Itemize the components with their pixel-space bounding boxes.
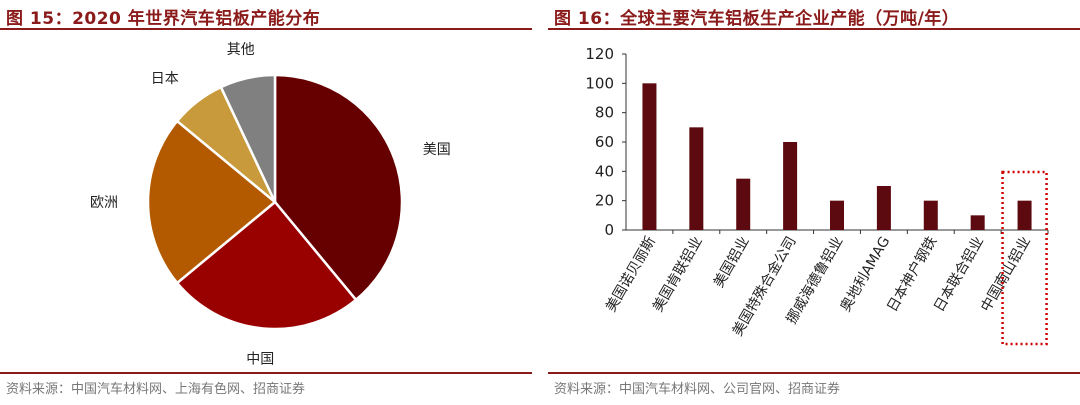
bar-chart-panel: 图 16：全球主要汽车铝板生产企业产能（万吨/年） 0 20 40 60 80 100 12… [548, 0, 1080, 405]
bottom-rule [548, 372, 1080, 374]
pie-slice-label: 欧洲 [90, 195, 118, 211]
pie-slice-label: 日本 [151, 71, 179, 87]
y-tick-label: 80 [595, 104, 614, 122]
pie-slice-label: 其他 [227, 42, 255, 58]
pie-slice-label: 中国 [246, 351, 274, 367]
bar [736, 178, 751, 230]
highlight-box [1001, 170, 1048, 346]
y-tick-label: 0 [604, 221, 614, 239]
bar [970, 215, 985, 230]
category-label: 日本神户钢铁 [884, 234, 941, 315]
category-label: 美国诺贝丽斯 [603, 234, 659, 315]
top-rule [0, 28, 532, 30]
category-label: 日本联合铝业 [931, 234, 987, 315]
y-tick-label: 20 [595, 192, 614, 210]
bar-source-note: 资料来源：中国汽车材料网、公司官网、招商证券 [554, 382, 841, 397]
category-label: 奥地利AMAG [837, 234, 894, 315]
pie-chart-panel: 图 15：2020 年世界汽车铝板产能分布 美国中国 欧洲 日本 其他 资料来源：中国… [0, 0, 532, 405]
pie-slice [273, 73, 404, 302]
pie-chart-title: 图 15：2020 年世界汽车铝板产能分布 [6, 9, 321, 29]
top-rule [548, 28, 1080, 30]
bottom-rule [0, 372, 532, 374]
pie-slice-label: 美国 [423, 142, 451, 158]
bar [689, 127, 704, 230]
category-label: 美国铝业 [711, 234, 753, 290]
bar [876, 186, 891, 230]
bar [783, 142, 798, 230]
y-tick-label: 40 [595, 162, 614, 180]
y-tick-label: 120 [585, 45, 614, 63]
pie-slice [146, 119, 277, 285]
bar [923, 200, 938, 230]
category-label: 中国南山铝业 [978, 234, 1034, 315]
bar [1017, 200, 1032, 230]
bar [830, 200, 844, 230]
pie-slice [219, 73, 277, 203]
category-label: 美国肯联铝业 [650, 234, 706, 315]
y-tick-label: 100 [585, 74, 614, 92]
y-tick-label: 60 [595, 133, 614, 151]
pie-source-note: 资料来源：中国汽车材料网、上海有色网、招商证券 [6, 382, 306, 397]
bar-chart-title: 图 16：全球主要汽车铝板生产企业产能（万吨/年） [554, 9, 960, 29]
pie-slice [175, 200, 358, 331]
bar [642, 83, 657, 230]
